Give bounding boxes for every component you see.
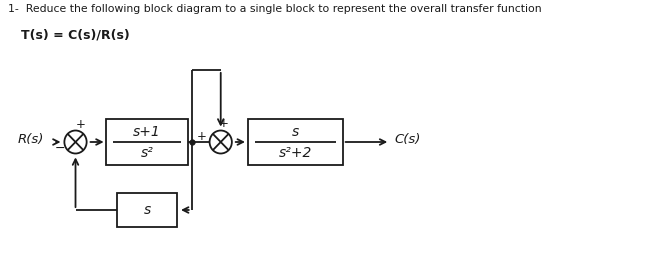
Bar	[106, 119, 188, 165]
Text: s²: s²	[140, 146, 154, 160]
Text: C(s): C(s)	[394, 132, 420, 146]
Text: 1-  Reduce the following block diagram to a single block to represent the overal: 1- Reduce the following block diagram to…	[8, 4, 541, 14]
Bar	[248, 119, 343, 165]
Circle shape	[64, 131, 87, 153]
Text: T(s) = C(s)/R(s): T(s) = C(s)/R(s)	[21, 28, 130, 41]
Text: −: −	[55, 141, 66, 154]
Text: s²+2: s²+2	[278, 146, 312, 160]
Text: s: s	[292, 125, 299, 139]
Bar	[117, 193, 177, 227]
Text: s+1: s+1	[133, 125, 161, 139]
Text: +: +	[197, 129, 206, 143]
Text: +: +	[219, 116, 229, 129]
Text: +: +	[76, 118, 85, 131]
Circle shape	[209, 131, 232, 153]
Text: s: s	[144, 203, 151, 217]
Text: R(s): R(s)	[17, 132, 43, 146]
